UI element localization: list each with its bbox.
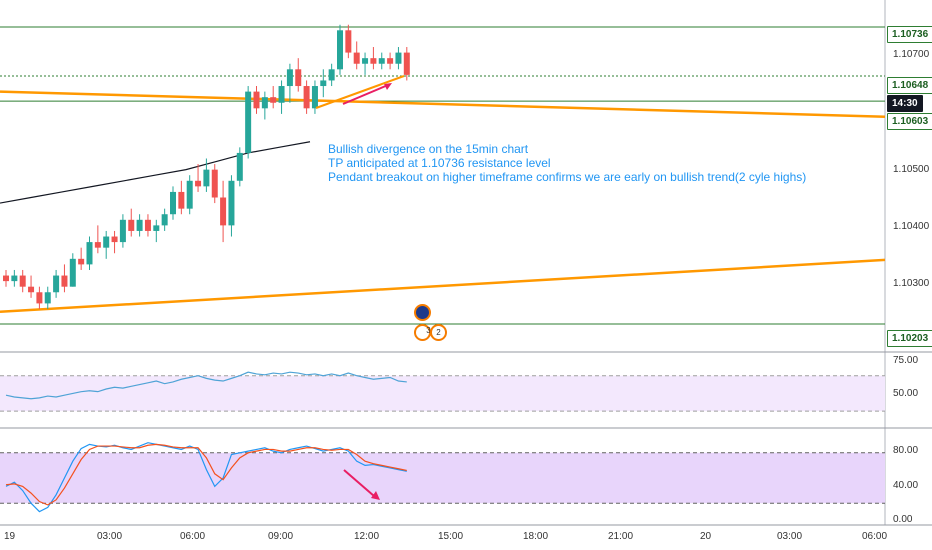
annotation-line-1: Bullish divergence on the 15min chart bbox=[328, 142, 529, 156]
candle-body bbox=[378, 58, 385, 64]
candle-body bbox=[303, 86, 310, 109]
candle-body bbox=[320, 80, 327, 87]
rsi-line bbox=[5, 371, 407, 400]
candle-body bbox=[153, 225, 160, 231]
price-axis-tick: 1.10300 bbox=[893, 278, 930, 289]
price-tag-resistance: 1.10736 bbox=[887, 26, 932, 43]
candle-body bbox=[345, 30, 352, 53]
stoch-k-line bbox=[5, 442, 407, 513]
economic-event-icon[interactable] bbox=[414, 304, 431, 321]
candle-body bbox=[295, 69, 302, 87]
candle-body bbox=[28, 286, 35, 293]
candle-body bbox=[270, 97, 277, 103]
candle-body bbox=[353, 52, 360, 64]
stoch-d-line bbox=[5, 443, 407, 506]
candle-body bbox=[144, 219, 151, 231]
candle-body bbox=[286, 69, 293, 87]
candle-body bbox=[278, 86, 285, 103]
candle-body bbox=[161, 214, 168, 226]
time-axis-tick: 21:00 bbox=[608, 531, 634, 542]
candle-body bbox=[337, 30, 343, 70]
candle-body bbox=[86, 242, 93, 265]
candle-body bbox=[11, 275, 18, 282]
candle-body bbox=[111, 236, 118, 243]
time-axis-tick: 03:00 bbox=[777, 531, 803, 542]
candle-body bbox=[44, 292, 51, 304]
candle-body bbox=[53, 275, 60, 293]
candle-body bbox=[94, 242, 101, 248]
trendline bbox=[0, 90, 886, 118]
moving-average-line bbox=[0, 141, 311, 204]
stoch-divergence-arrow bbox=[343, 469, 375, 497]
stoch-axis-tick: 40.00 bbox=[893, 480, 919, 491]
candle-body bbox=[261, 97, 268, 109]
candle-body bbox=[61, 275, 68, 287]
pennant-line bbox=[315, 75, 405, 109]
candle-body bbox=[103, 236, 110, 248]
candle-body bbox=[128, 219, 135, 231]
candle-body bbox=[395, 52, 402, 64]
candle-body bbox=[36, 292, 43, 304]
stoch-axis-tick: 80.00 bbox=[893, 445, 919, 456]
time-axis-tick: 06:00 bbox=[862, 531, 888, 542]
candle-body bbox=[328, 69, 335, 81]
rsi-axis-tick: 50.00 bbox=[893, 388, 919, 399]
time-axis-tick: 19 bbox=[4, 531, 16, 542]
rsi-axis-tick: 75.00 bbox=[893, 355, 919, 366]
annotation-line-2: TP anticipated at 1.10736 resistance lev… bbox=[328, 156, 551, 170]
stoch-divergence-arrowhead bbox=[371, 491, 380, 500]
stoch-axis-tick: 0.00 bbox=[893, 514, 913, 525]
candle-body bbox=[69, 258, 76, 287]
trendline bbox=[0, 258, 886, 314]
time-axis-tick: 15:00 bbox=[438, 531, 464, 542]
candle-body bbox=[236, 152, 243, 181]
candle-body bbox=[170, 191, 176, 215]
candle-body bbox=[136, 219, 143, 231]
price-tag-level-3: 1.10603 bbox=[887, 113, 932, 130]
candle-body bbox=[195, 180, 202, 187]
candle-body bbox=[119, 219, 126, 243]
price-axis-tick: 1.10700 bbox=[893, 49, 930, 60]
price-axis-tick: 1.10500 bbox=[893, 164, 930, 175]
time-axis-tick: 03:00 bbox=[97, 531, 123, 542]
event-badge-count: 3 bbox=[426, 326, 431, 335]
candle-body bbox=[245, 91, 252, 153]
time-axis-tick: 09:00 bbox=[268, 531, 294, 542]
rsi-band bbox=[0, 375, 885, 412]
candle-body bbox=[370, 58, 377, 64]
price-tag-support: 1.10203 bbox=[887, 330, 932, 347]
time-axis-tick: 12:00 bbox=[354, 531, 380, 542]
candle-body bbox=[253, 91, 260, 109]
candle-body bbox=[178, 191, 185, 209]
candle-body bbox=[403, 52, 410, 75]
candle-body bbox=[311, 86, 318, 109]
price-tag-countdown: 14:30 bbox=[887, 95, 923, 112]
candle-body bbox=[3, 275, 9, 282]
annotation-line-3: Pendant breakout on higher timeframe con… bbox=[328, 170, 807, 184]
candle-body bbox=[362, 58, 369, 64]
candle-body bbox=[78, 258, 85, 265]
divergence-arrowhead bbox=[384, 83, 392, 90]
time-axis-tick: 06:00 bbox=[180, 531, 206, 542]
candle-body bbox=[387, 58, 394, 64]
divergence-arrow bbox=[342, 84, 389, 105]
time-axis-tick: 20 bbox=[700, 531, 712, 542]
price-axis-tick: 1.10400 bbox=[893, 221, 930, 232]
candle-body bbox=[220, 197, 227, 226]
price-tag-level-2: 1.10648 bbox=[887, 77, 932, 94]
time-axis-tick: 18:00 bbox=[523, 531, 549, 542]
stoch-band bbox=[0, 452, 885, 504]
candle-body bbox=[203, 169, 210, 187]
candle-body bbox=[228, 180, 235, 226]
candle-body bbox=[19, 275, 26, 287]
event-badge-count[interactable]: 2 bbox=[430, 324, 447, 341]
candle-body bbox=[211, 169, 218, 198]
candle-body bbox=[186, 180, 193, 209]
